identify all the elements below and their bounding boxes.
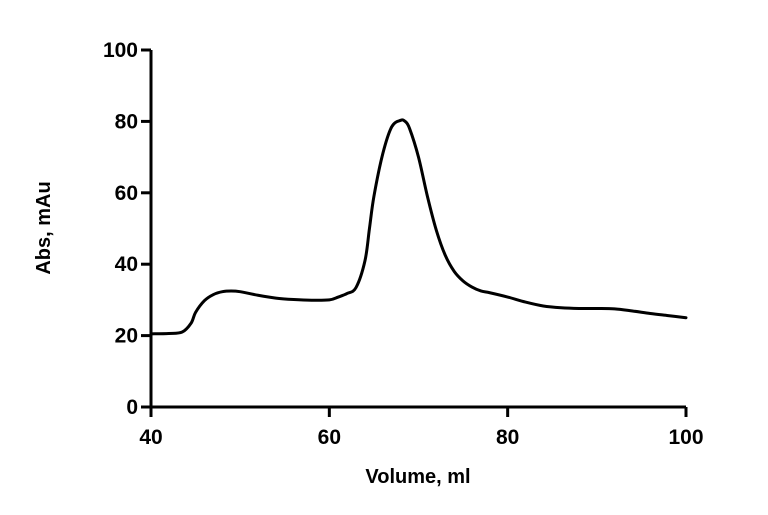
y-tick-label: 60 (115, 182, 138, 205)
x-tick-label: 40 (139, 426, 162, 449)
series-layer (149, 118, 688, 336)
absorbance-line (149, 118, 688, 336)
y-tick-label: 0 (126, 396, 138, 419)
x-axis: 40 60 80 100 (139, 405, 704, 449)
x-axis-label: Volume, ml (365, 466, 470, 488)
y-tick-label: 20 (115, 325, 138, 348)
y-tick-label: 40 (115, 253, 138, 276)
x-tick-label: 60 (318, 426, 341, 449)
x-tick-label: 100 (668, 426, 703, 449)
y-tick-label: 80 (115, 110, 138, 133)
y-tick-label: 100 (103, 39, 138, 62)
x-tick-label: 80 (496, 426, 519, 449)
y-axis: 0 20 40 60 80 100 (103, 39, 153, 419)
y-axis-label: Abs, mAu (33, 181, 55, 274)
